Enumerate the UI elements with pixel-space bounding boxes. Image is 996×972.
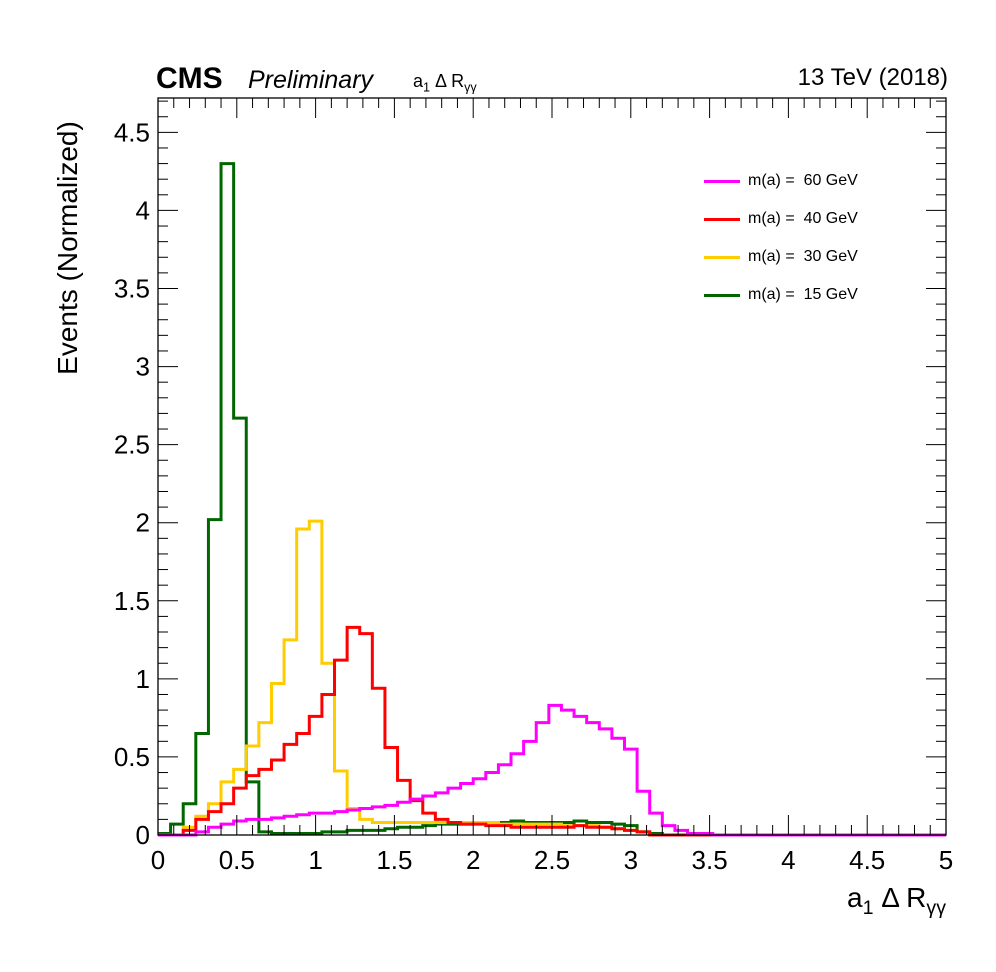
x-tick-label: 3 [624, 845, 638, 875]
y-tick-label: 2.5 [114, 430, 150, 460]
y-tick-label: 0 [136, 820, 150, 850]
legend-label: m(a) = 15 GeV [748, 286, 858, 303]
legend-swatch [704, 217, 740, 221]
axis-tick-labels: 0 0.5 1 1.5 2 2.5 3 3.5 4 4.5 5 0 0.5 1 1.5 2 2.5 3 3.5 4 4.… [114, 117, 953, 875]
subtitle-sub: 1 [423, 80, 431, 95]
x-tick-label: 1.5 [376, 845, 412, 875]
series-line-2 [158, 519, 946, 837]
experiment-label: CMS [156, 62, 223, 95]
subtitle-sub2: γγ [464, 80, 477, 95]
x-tick-label: 2 [466, 845, 480, 875]
legend-swatch [704, 179, 740, 183]
legend-label: m(a) = 30 GeV [748, 248, 858, 265]
xlabel-rest: Δ R [873, 882, 927, 913]
y-tick-label: 1.5 [114, 586, 150, 616]
y-tick-label: 0.5 [114, 742, 150, 772]
y-axis-label: Events (Normalized) [52, 121, 83, 375]
y-tick-label: 1 [136, 664, 150, 694]
series-line-1 [158, 625, 946, 837]
y-tick-label: 3 [136, 352, 150, 382]
legend-item: m(a) = 30 GeV [704, 232, 858, 282]
subtitle-main: a [413, 71, 424, 91]
y-tick-label: 3.5 [114, 273, 150, 303]
y-tick-label: 4.5 [114, 117, 150, 147]
y-tick-label: 4 [136, 195, 150, 225]
plot-subtitle: a1 Δ Rγγ [413, 71, 477, 94]
legend-item: m(a) = 60 GeV [704, 156, 858, 206]
x-tick-label: 0.5 [219, 845, 255, 875]
x-tick-label: 1 [308, 845, 322, 875]
x-tick-label: 4.5 [849, 845, 885, 875]
legend-item: m(a) = 40 GeV [704, 194, 858, 244]
legend-swatch [704, 293, 740, 297]
subtitle-rest: Δ R [430, 71, 465, 91]
xlabel-sub2: γγ [926, 896, 946, 919]
legend-label: m(a) = 60 GeV [748, 172, 858, 189]
legend: m(a) = 60 GeV m(a) = 40 GeV m(a) = 30 GeV m… [704, 156, 858, 320]
legend-label: m(a) = 40 GeV [748, 210, 858, 227]
x-tick-label: 4 [781, 845, 795, 875]
x-tick-label: 3.5 [692, 845, 728, 875]
xlabel-sub: 1 [862, 896, 874, 919]
x-axis-label: a1 Δ Rγγ [847, 882, 946, 920]
lumi-label: 13 TeV (2018) [797, 64, 948, 91]
legend-swatch [704, 255, 740, 259]
x-tick-label: 2.5 [534, 845, 570, 875]
x-tick-label: 5 [939, 845, 953, 875]
axis-ticks [157, 98, 947, 836]
legend-item: m(a) = 15 GeV [704, 270, 858, 320]
xlabel-main: a [846, 882, 863, 913]
status-label: Preliminary [248, 66, 374, 94]
x-tick-label: 0 [151, 845, 165, 875]
y-tick-label: 2 [136, 508, 150, 538]
